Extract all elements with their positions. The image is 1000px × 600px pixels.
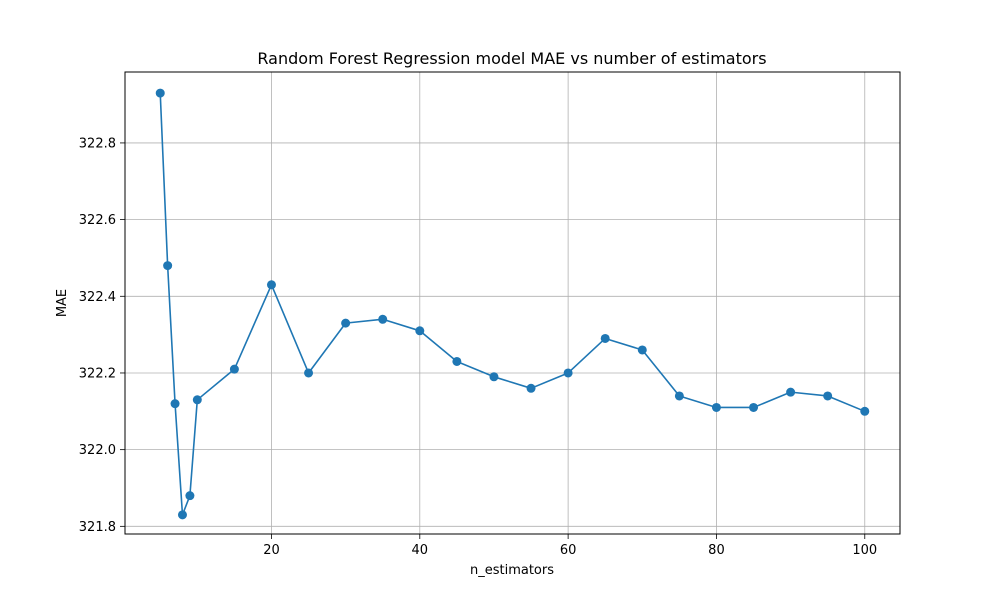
- x-tick-label: 100: [852, 543, 877, 558]
- data-point: [823, 391, 833, 401]
- data-point: [600, 333, 610, 343]
- x-tick-label: 80: [708, 543, 725, 558]
- data-point: [415, 326, 425, 336]
- y-axis-ticks: 321.8 322.0 322.2 322.4 322.6 322.8: [79, 136, 125, 535]
- x-tick-label: 60: [560, 543, 577, 558]
- data-point: [563, 368, 573, 378]
- data-point: [229, 364, 239, 374]
- data-point: [860, 406, 870, 416]
- y-tick-label: 322.0: [79, 443, 116, 458]
- data-point: [749, 402, 759, 412]
- data-point: [170, 399, 180, 409]
- data-point: [674, 391, 684, 401]
- data-point: [711, 402, 721, 412]
- data-point: [452, 356, 462, 366]
- y-tick-label: 322.8: [79, 136, 116, 151]
- series-line-group: [155, 88, 870, 520]
- chart-title: Random Forest Regression model MAE vs nu…: [257, 49, 766, 68]
- x-tick-label: 20: [263, 543, 280, 558]
- data-point: [786, 387, 796, 397]
- data-point: [185, 491, 195, 501]
- data-point: [177, 510, 187, 520]
- grid: [125, 72, 900, 534]
- data-point: [304, 368, 314, 378]
- data-point: [378, 314, 388, 324]
- x-axis-ticks: 20 40 60 80 100: [263, 534, 877, 558]
- data-point: [192, 395, 202, 405]
- data-point: [489, 372, 499, 382]
- plot-frame: [124, 71, 901, 535]
- data-point: [163, 261, 173, 271]
- y-tick-label: 322.2: [79, 366, 116, 381]
- y-axis-label: MAE: [55, 289, 70, 317]
- y-tick-label: 322.6: [79, 213, 116, 228]
- x-axis-label: n_estimators: [470, 563, 554, 578]
- data-point: [341, 318, 351, 328]
- x-tick-label: 40: [412, 543, 429, 558]
- data-point: [637, 345, 647, 355]
- data-point: [266, 280, 276, 290]
- y-tick-label: 321.8: [79, 520, 116, 535]
- y-tick-label: 322.4: [79, 290, 116, 305]
- data-point: [155, 88, 165, 98]
- data-point: [526, 383, 536, 393]
